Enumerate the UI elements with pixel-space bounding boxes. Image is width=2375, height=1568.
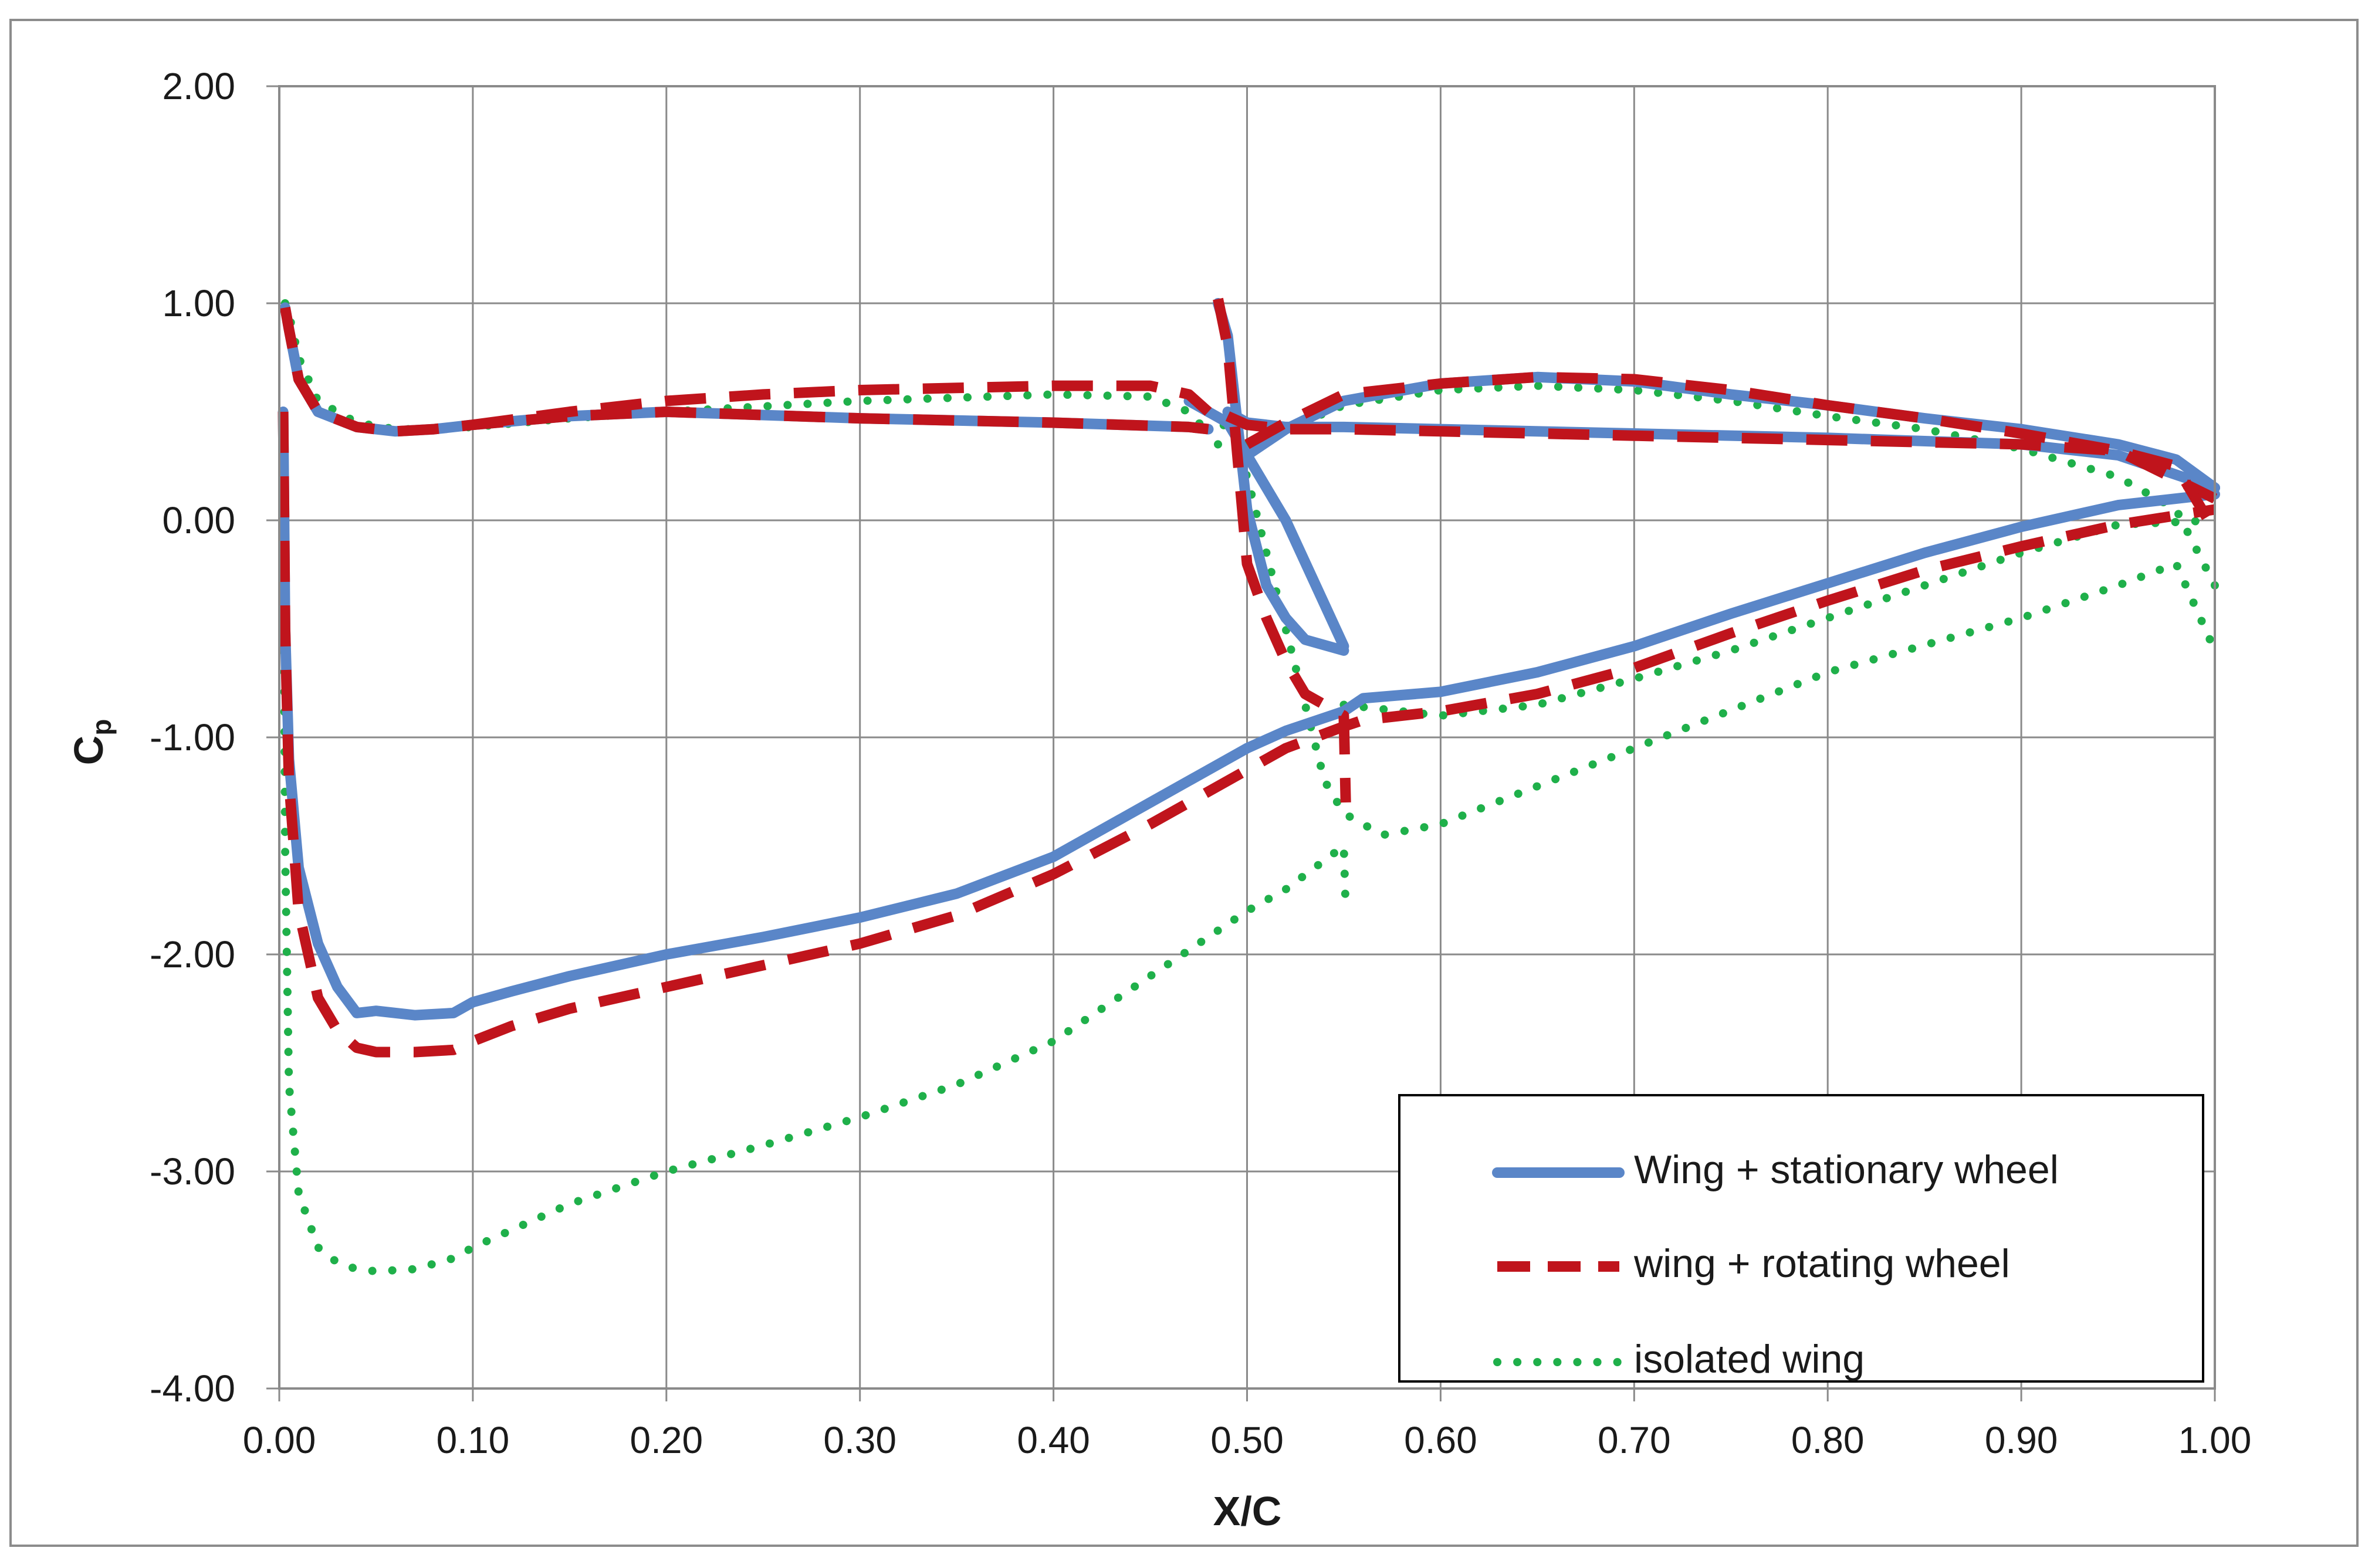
x-tick-label: 0.60	[1404, 1419, 1477, 1461]
x-tick-label: 0.40	[1017, 1419, 1090, 1461]
legend-label-isolated-wing: isolated wing	[1634, 1337, 1865, 1381]
legend-label-wing-rotating-wheel: wing + rotating wheel	[1633, 1241, 2010, 1286]
series-line-wing-rotating-wheel-flap-lower	[1225, 411, 2217, 504]
plot-area-border	[278, 85, 2216, 1390]
series-line-wing-rotating-wheel-main-pressure	[472, 380, 1212, 431]
series-line-wing-rotating-wheel-main-lower	[280, 306, 1209, 437]
y-axis-title-main: C	[66, 736, 111, 766]
y-tick-label: 2.00	[162, 65, 235, 107]
x-tick-label: 0.30	[823, 1419, 896, 1461]
axes	[266, 85, 2216, 1401]
series-wing-rotating-wheel	[278, 297, 2220, 1058]
y-axis-title-sub: p	[86, 719, 117, 736]
x-tick-label: 1.00	[2178, 1419, 2252, 1461]
tick-labels: 0.00 0.10 0.20 0.30 0.40 0.50 0.60 0.70 0.80 0.90…	[150, 65, 2251, 1461]
x-tick-label: 0.80	[1791, 1419, 1865, 1461]
series-layer	[278, 297, 2220, 1276]
x-tick-label: 0.90	[1985, 1419, 2058, 1461]
x-tick-label: 0.70	[1598, 1419, 1671, 1461]
series-line-isolated-wing-flap-pressure	[1243, 381, 2219, 590]
svg-text:Cp: Cp	[66, 719, 117, 766]
legend-box	[1398, 1094, 2204, 1383]
y-tick-label: -2.00	[150, 933, 235, 976]
series-line-isolated-wing-flap-upper	[1214, 408, 2219, 839]
y-tick-label: -1.00	[150, 716, 235, 758]
y-tick-label: -3.00	[150, 1150, 235, 1193]
series-line-wing-stationary-wheel-flap-pressure	[1241, 371, 2220, 493]
y-axis-title: Cp	[66, 719, 117, 766]
x-axis-title: X/C	[1213, 1488, 1282, 1534]
series-line-wing-stationary-wheel-main-upper	[278, 407, 2220, 1021]
legend: Wing + stationary wheel wing + rotating w…	[1398, 1094, 2204, 1383]
y-tick-label: 1.00	[162, 282, 235, 324]
x-tick-label: 0.10	[437, 1419, 510, 1461]
series-isolated-wing	[279, 299, 2219, 1276]
series-line-isolated-wing-main-upper	[279, 408, 1350, 1276]
series-line-wing-rotating-wheel-main-upper	[278, 411, 2216, 1058]
x-tick-label: 0.20	[630, 1419, 703, 1461]
x-tick-label: 0.50	[1210, 1419, 1284, 1461]
y-tick-label: -4.00	[150, 1367, 235, 1410]
x-tick-label: 0.00	[243, 1419, 316, 1461]
y-tick-label: 0.00	[162, 499, 235, 541]
series-line-wing-rotating-wheel-flap-upper	[1213, 297, 1351, 803]
legend-label-wing-stationary-wheel: Wing + stationary wheel	[1634, 1147, 2059, 1192]
